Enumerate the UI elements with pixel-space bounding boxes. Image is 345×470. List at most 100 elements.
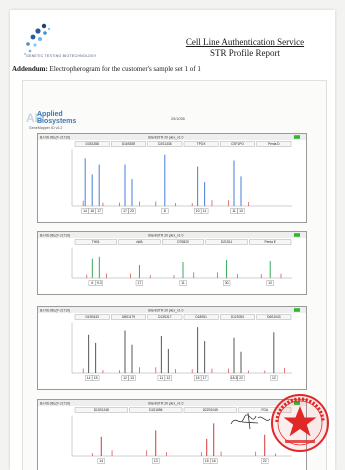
marker-label: TPOX xyxy=(197,142,207,146)
addendum-text: Electropherogram for the customer's samp… xyxy=(49,65,201,73)
marker-label: Penta D xyxy=(268,142,280,146)
allele-call-box xyxy=(81,208,89,214)
allele-call-box xyxy=(135,280,143,286)
panel-3-plot: BJ-06.08L(F-J1710) SilentSTR 20 plex_v1 0… xyxy=(38,307,306,381)
allele-call-box xyxy=(223,280,231,286)
allele-label: 12 xyxy=(268,281,272,285)
allele-call-box xyxy=(237,208,245,214)
marker-box xyxy=(147,141,183,147)
allele-call-box xyxy=(230,208,238,214)
marker-box xyxy=(147,314,183,320)
panel-dye: SilentSTR 20 plex_v1 0 xyxy=(148,136,184,140)
marker-box xyxy=(183,407,237,413)
marker-box xyxy=(220,141,255,147)
marker-label: D3S1358 xyxy=(86,142,100,146)
allele-call-box xyxy=(121,375,129,381)
allele-call-box xyxy=(201,208,209,214)
allele-call-box xyxy=(88,208,96,214)
marker-box xyxy=(238,407,292,413)
marker-label: D22S1045 xyxy=(203,408,218,412)
software-label: GeneMapper ID v3.2 xyxy=(29,126,63,130)
official-seal-icon xyxy=(271,394,329,452)
marker-label: CSF1PO xyxy=(231,142,244,146)
brand-line2: Biosystems xyxy=(37,118,77,125)
panel-tag: BJ-06.08L(F-J1710) xyxy=(40,234,70,238)
allele-call-box xyxy=(237,375,245,381)
report-title: Cell Line Authentication Service xyxy=(185,37,305,47)
panel-tag: BJ-06.08L(F-J1710) xyxy=(40,136,70,140)
marker-box xyxy=(74,239,117,245)
report-page: GENETIC TESTING BIOTECHNOLOGY Cell Line … xyxy=(10,10,335,470)
marker-box xyxy=(205,239,248,245)
marker-label: Penta E xyxy=(265,240,276,244)
allele-call-box xyxy=(157,375,165,381)
allele-label: 12 xyxy=(123,376,127,380)
marker-box xyxy=(118,239,161,245)
allele-label: 12 xyxy=(272,376,276,380)
marker-label: D18S51 xyxy=(195,315,207,319)
electropherogram-scan: AB Applied Biosystems GeneMapper ID v3.2… xyxy=(22,80,327,470)
allele-label: 30 xyxy=(225,281,229,285)
panel-4-plot: BJ-06.08L(F-J1710) SilentSTR 20 plex_v1 0… xyxy=(38,400,306,464)
allele-label: 11 xyxy=(232,209,236,213)
panel-header-strip xyxy=(38,134,306,140)
allele-label: 13 xyxy=(154,459,158,463)
panel-4: BJ-06.08L(F-J1710) SilentSTR 20 plex_v1 0… xyxy=(37,399,307,470)
panel-3: BJ-06.08L(F-J1710) SilentSTR 20 plex_v1 0… xyxy=(37,306,307,390)
allele-call-box xyxy=(194,375,202,381)
allele-label: 22 xyxy=(239,376,243,380)
allele-call-box xyxy=(179,280,187,286)
marker-box xyxy=(74,314,110,320)
allele-label: 15 xyxy=(196,376,200,380)
status-indicator xyxy=(294,135,300,139)
panel-header-strip xyxy=(38,400,306,406)
marker-label: D8S1179 xyxy=(122,315,135,319)
marker-box xyxy=(183,314,219,320)
allele-label: 14 xyxy=(83,209,87,213)
allele-label: 16 xyxy=(212,459,216,463)
allele-label: 17 xyxy=(97,209,101,213)
panel-2-plot: BJ-06.08L(F-J1710) SilentSTR 20 plex_v1 0… xyxy=(38,232,306,286)
ab-logo-mark: AB xyxy=(26,111,44,125)
marker-label: D21S11 xyxy=(221,240,233,244)
allele-call-box xyxy=(128,208,136,214)
marker-label: D2S1338 xyxy=(158,142,172,146)
marker-box xyxy=(111,314,146,320)
allele-call-box xyxy=(85,375,93,381)
allele-call-box xyxy=(88,280,96,286)
allele-label: 8 xyxy=(164,209,166,213)
marker-label: D6S1043 xyxy=(267,315,281,319)
panel-tag: BJ-06.08L(F-J1710) xyxy=(40,309,70,313)
marker-label: TH01 xyxy=(92,240,100,244)
panel-tag: BJ-06.08L(F-J1710) xyxy=(40,402,70,406)
marker-box xyxy=(249,239,292,245)
allele-label: 17 xyxy=(123,209,127,213)
allele-call-box xyxy=(161,208,169,214)
allele-call-box xyxy=(203,458,211,464)
marker-box xyxy=(74,407,128,413)
allele-label: 17 xyxy=(203,376,207,380)
report-subtitle: STR Profile Report xyxy=(210,48,280,58)
marker-label: vWA xyxy=(136,240,143,244)
allele-label: 23 xyxy=(130,209,134,213)
marker-label: D7S820 xyxy=(177,240,189,244)
panel-header-strip xyxy=(38,307,306,313)
panel-header-strip xyxy=(38,232,306,238)
company-tagline: GENETIC TESTING BIOTECHNOLOGY xyxy=(26,54,97,58)
marker-label: FGA xyxy=(261,408,268,412)
allele-label: 13 xyxy=(130,376,134,380)
brand-line1: Applied xyxy=(37,111,63,118)
allele-call-box xyxy=(230,375,238,381)
allele-label: 22 xyxy=(263,459,267,463)
marker-label: D1S1656 xyxy=(149,408,163,412)
scan-date-code: 20/1035 xyxy=(171,117,185,121)
allele-label: 6 xyxy=(91,281,93,285)
allele-call-box xyxy=(210,458,218,464)
allele-label: 16 xyxy=(90,209,94,213)
marker-box xyxy=(161,239,204,245)
allele-label: 15 xyxy=(94,376,98,380)
marker-label: D12S391 xyxy=(231,315,245,319)
allele-call-box xyxy=(270,375,278,381)
allele-call-box xyxy=(261,458,269,464)
marker-box xyxy=(256,141,292,147)
